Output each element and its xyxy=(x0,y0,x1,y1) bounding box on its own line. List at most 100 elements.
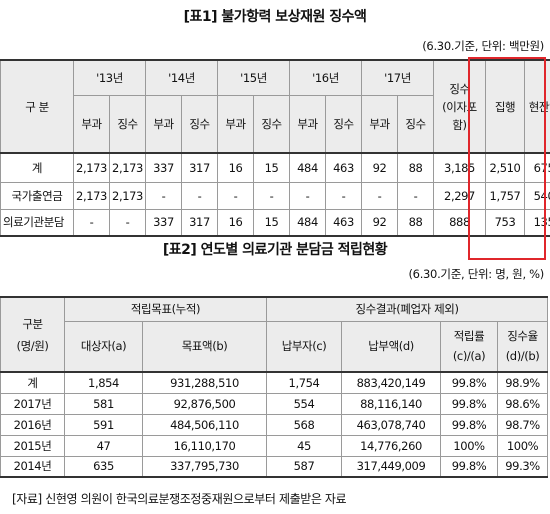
row-label: 2014년 xyxy=(0,455,65,478)
table-cell: 591 xyxy=(64,413,143,436)
table-cell: 92 xyxy=(361,152,398,183)
table-cell: 931,288,510 xyxy=(141,371,268,394)
table-cell: 337,795,730 xyxy=(141,455,268,478)
table-cell: 883,420,149 xyxy=(341,371,442,394)
table-cell: 2,173 xyxy=(109,152,146,183)
table-cell: 463 xyxy=(325,208,362,237)
table-cell: 317 xyxy=(181,152,218,183)
table-cell: - xyxy=(109,208,146,237)
table1-sub-header: 부과 xyxy=(73,94,110,154)
table-cell: - xyxy=(361,181,398,210)
table2-header-rate2: 징수율 (d)/(b) xyxy=(497,320,549,373)
row-label: 2017년 xyxy=(0,392,65,415)
table1-year-header: '15년 xyxy=(217,59,290,96)
table-cell: 92,876,500 xyxy=(141,392,268,415)
table-cell: 463,078,740 xyxy=(341,413,442,436)
table-cell: 88,116,140 xyxy=(341,392,442,415)
table2-unit: (6.30.기준, 단위: 명, 원, %) xyxy=(408,267,544,281)
table-cell: 100% xyxy=(440,434,499,457)
table-cell: 2,173 xyxy=(73,181,110,210)
table2-title: [표2] 연도별 의료기관 분담금 적립현황 xyxy=(162,242,388,258)
table-cell: - xyxy=(217,181,254,210)
table-cell: 99.3% xyxy=(497,455,549,478)
table-cell: 99.8% xyxy=(440,371,499,394)
row-label: 국가출연금 xyxy=(0,181,74,210)
table-cell: 2,173 xyxy=(109,181,146,210)
table-cell: 317,449,009 xyxy=(341,455,442,478)
table2-row-header: 구분 (명/원) xyxy=(0,296,65,373)
table1-title: [표1] 불가항력 보상재원 징수액 xyxy=(183,9,367,25)
table-cell: 581 xyxy=(64,392,143,415)
table-cell: 635 xyxy=(64,455,143,478)
row-label: 2015년 xyxy=(0,434,65,457)
table1-row-header: 구 분 xyxy=(0,59,74,154)
table2: 구분 (명/원) 적립목표(누적) 징수결과(폐업자 제외) 대상자(a) 목표… xyxy=(0,296,549,478)
table2-header-rate1: 적립률 (c)/(a) xyxy=(440,320,499,373)
table-cell: 484 xyxy=(289,152,326,183)
table-cell: 2,297 xyxy=(433,181,486,210)
table-cell: 45 xyxy=(266,434,343,457)
table1-year-header: '13년 xyxy=(73,59,146,96)
table-row: 2015년 47 16,110,170 45 14,776,260 100% 1… xyxy=(0,434,549,457)
table-cell: 15 xyxy=(253,208,290,237)
table1-year-header: '17년 xyxy=(361,59,434,96)
table-cell: 753 xyxy=(485,208,525,237)
row-label: 계 xyxy=(0,152,74,183)
table-cell: 99.8% xyxy=(440,392,499,415)
row-label: 의료기관분담 xyxy=(0,208,74,237)
table-cell: 16,110,170 xyxy=(141,434,268,457)
table-cell: 337 xyxy=(145,152,182,183)
table-cell: 463 xyxy=(325,152,362,183)
table-cell: 888 xyxy=(433,208,486,237)
table-cell: 484 xyxy=(289,208,326,237)
table-cell: 484,506,110 xyxy=(141,413,268,436)
table2-group-header-target: 적립목표(누적) xyxy=(63,296,268,322)
table-cell: 99.8% xyxy=(440,455,499,478)
table-cell: 3,185 xyxy=(433,152,486,183)
table-cell: 99.8% xyxy=(440,413,499,436)
table-cell: 100% xyxy=(497,434,549,457)
table1-sub-header: 부과 xyxy=(289,94,326,154)
table-cell: 2,173 xyxy=(73,152,110,183)
table-cell: - xyxy=(325,181,362,210)
table1-balance-header: 현잔액 xyxy=(524,59,550,154)
table-cell: 98.9% xyxy=(497,371,549,394)
table1-sub-header: 징수 xyxy=(397,94,434,154)
table1: 구 분 '13년 '14년 '15년 '16년 '17년 징수 (이자포 함) … xyxy=(0,59,550,237)
table-cell: 568 xyxy=(266,413,343,436)
table1-collection-header: 징수 (이자포 함) xyxy=(433,59,486,154)
row-label: 계 xyxy=(0,371,65,394)
table-row: 계 2,173 2,173 337 317 16 15 484 463 92 8… xyxy=(0,152,550,183)
table1-sub-header: 징수 xyxy=(253,94,290,154)
table-cell: 587 xyxy=(266,455,343,478)
table-cell: 92 xyxy=(361,208,398,237)
table-cell: 14,776,260 xyxy=(341,434,442,457)
table-row: 2014년 635 337,795,730 587 317,449,009 99… xyxy=(0,455,549,478)
table-cell: 135 xyxy=(524,208,550,237)
row-label: 2016년 xyxy=(0,413,65,436)
table-cell: - xyxy=(73,208,110,237)
table-cell: 16 xyxy=(217,152,254,183)
table-cell: 1,754 xyxy=(266,371,343,394)
table-cell: - xyxy=(253,181,290,210)
table-cell: 675 xyxy=(524,152,550,183)
table2-header: 목표액(b) xyxy=(141,320,268,373)
table-cell: 540 xyxy=(524,181,550,210)
table-cell: 98.6% xyxy=(497,392,549,415)
table-cell: 98.7% xyxy=(497,413,549,436)
table2-header: 납부액(d) xyxy=(341,320,442,373)
table1-year-header: '14년 xyxy=(145,59,218,96)
table-cell: - xyxy=(289,181,326,210)
table-cell: 15 xyxy=(253,152,290,183)
table2-header: 납부자(c) xyxy=(266,320,343,373)
source-note: [자료] 신현영 의원이 한국의료분쟁조정중재원으로부터 제출받은 자료 xyxy=(12,492,347,506)
table1-sub-header: 부과 xyxy=(145,94,182,154)
table-cell: 317 xyxy=(181,208,218,237)
table1-sub-header: 징수 xyxy=(181,94,218,154)
table-cell: 16 xyxy=(217,208,254,237)
table-row: 의료기관분담 - - 337 317 16 15 484 463 92 88 8… xyxy=(0,208,550,237)
table-cell: 47 xyxy=(64,434,143,457)
table1-sub-header: 징수 xyxy=(325,94,362,154)
table2-group-header-result: 징수결과(폐업자 제외) xyxy=(266,296,549,322)
table-cell: - xyxy=(397,181,434,210)
